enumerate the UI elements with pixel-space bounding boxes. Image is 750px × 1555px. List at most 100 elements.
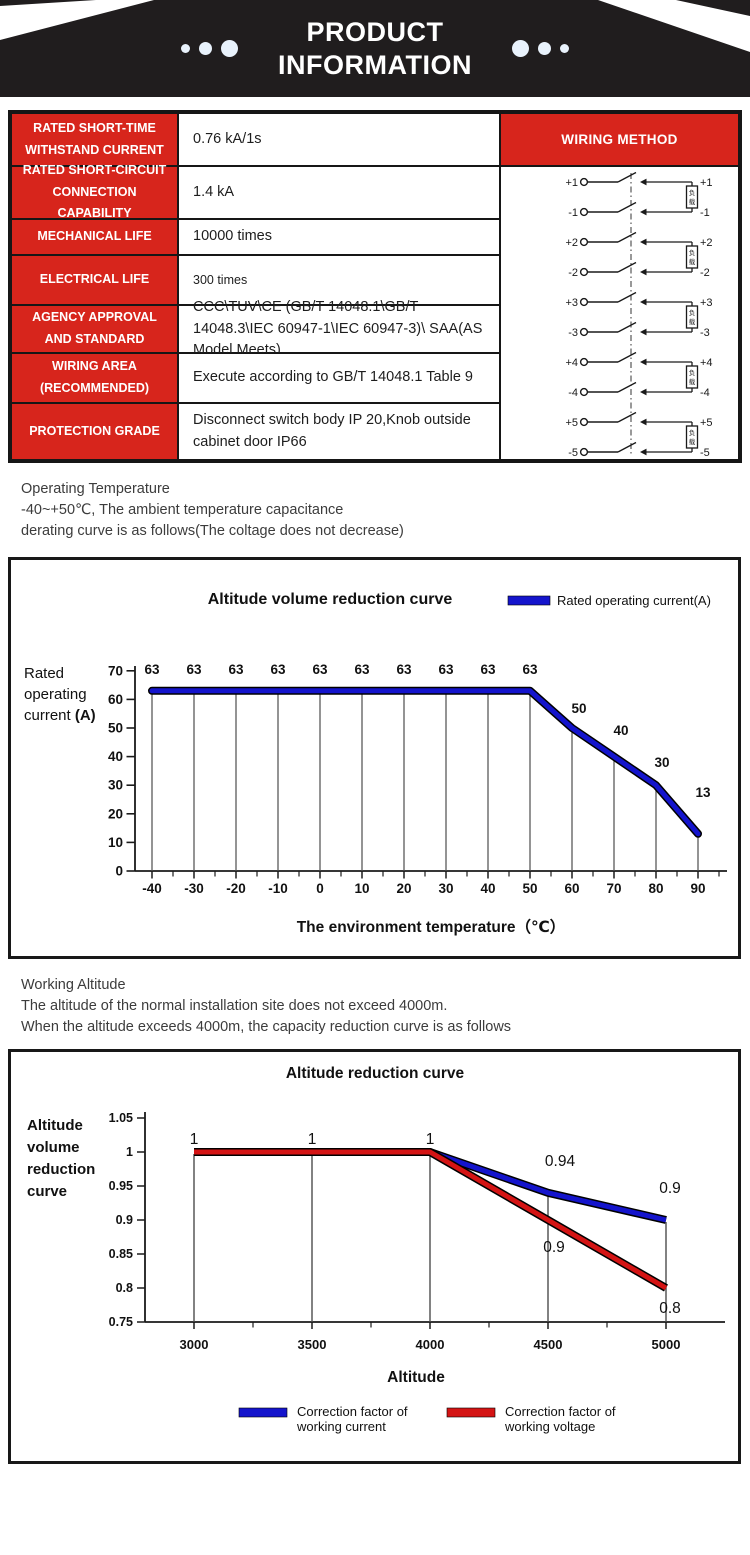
page-title-line1: PRODUCT [306, 16, 444, 47]
spec-label-line: WITHSTAND CURRENT [25, 142, 164, 157]
switch-blade-icon [617, 321, 637, 333]
working-voltage-line [194, 1149, 668, 1291]
spec-label: AGENCY APPROVAL AND STANDARD [11, 305, 178, 353]
terminal-label-left: -1 [568, 207, 578, 219]
working-altitude-note: Working Altitude The altitude of the norm… [21, 975, 742, 1038]
point-label: 63 [312, 662, 328, 677]
x-tick-label: 4500 [534, 1337, 563, 1352]
switch-blade-icon [617, 231, 637, 243]
operating-temperature-note: Operating Temperature -40~+50℃, The ambi… [21, 479, 742, 542]
terminal-icon [579, 417, 589, 427]
dot-icon [559, 44, 569, 53]
point-label: 13 [695, 785, 711, 800]
wiring-pole-pair: +5 +5 -5 -5 负载 [565, 411, 713, 459]
y-axis-label: Altitude [27, 1117, 83, 1134]
point-label: 0.9 [659, 1180, 681, 1197]
x-tick-label: 50 [522, 881, 537, 896]
wiring-pole-pair: +4 +4 -4 -4 负载 [565, 351, 713, 399]
terminal-icon [579, 237, 589, 247]
wiring-pole-pair: +3 +3 -3 -3 负载 [565, 291, 713, 339]
point-label: 1 [308, 1131, 317, 1148]
load-label: 载 [689, 197, 696, 206]
contact-arrow-icon [640, 238, 647, 246]
terminal-icon [579, 357, 589, 367]
x-tick-label: 3500 [298, 1337, 327, 1352]
y-tick-label: 0.85 [109, 1247, 133, 1261]
terminal-icon [579, 207, 589, 217]
legend-label: Rated operating current(A) [557, 593, 711, 608]
legend-swatch [446, 1407, 496, 1418]
point-label: 63 [522, 662, 538, 677]
dot-icon [537, 42, 551, 55]
x-tick-label: 90 [690, 881, 705, 896]
chart-title: Altitude volume reduction curve [208, 591, 453, 608]
point-label: 63 [228, 662, 244, 677]
spec-value: 10000 times [178, 219, 500, 255]
y-tick-label: 1.05 [109, 1111, 133, 1125]
altitude-reduction-chart-box: Altitude reduction curve Altitude volume re… [8, 1049, 741, 1464]
y-tick-label: 70 [108, 663, 123, 678]
point-label: 30 [654, 755, 669, 770]
spec-value: Execute according to GB/T 14048.1 Table … [178, 353, 500, 403]
x-tick-label: 70 [606, 881, 621, 896]
point-label: 0.94 [545, 1153, 576, 1170]
y-axis-label: current (A) [24, 707, 96, 724]
x-tick-label: -20 [226, 881, 246, 896]
legend-swatch [507, 595, 551, 606]
y-tick-label: 30 [108, 778, 123, 793]
terminal-label-right: +4 [700, 357, 713, 369]
contact-arrow-icon [640, 418, 647, 426]
terminal-icon [579, 327, 589, 337]
point-label: 1 [190, 1131, 199, 1148]
x-tick-label: 80 [648, 881, 663, 896]
spec-table: RATED SHORT-TIME WITHSTAND CURRENT 0.76 kA… [8, 110, 742, 463]
y-axis-label: operating [24, 686, 87, 703]
decorative-dots-right [511, 40, 569, 57]
wiring-pole-pair: +1 +1 -1 -1 负载 [565, 171, 713, 219]
point-label: 0.9 [543, 1239, 565, 1256]
terminal-label-right: -2 [700, 267, 710, 279]
temperature-derating-chart-box: Altitude volume reduction curve Rated ope… [8, 557, 741, 959]
contact-arrow-icon [640, 328, 647, 336]
terminal-icon [579, 297, 589, 307]
spec-label: PROTECTION GRADE [11, 403, 178, 460]
x-tick-label: 10 [354, 881, 369, 896]
note-line: -40~+50℃, The ambient temperature capaci… [21, 502, 344, 518]
spec-label-line: MECHANICAL LIFE [37, 229, 152, 244]
load-label: 负 [689, 188, 696, 197]
y-tick-label: 0.9 [116, 1213, 133, 1227]
y-tick-label: 0.95 [109, 1179, 133, 1193]
load-label: 负 [689, 428, 696, 437]
dot-icon [199, 42, 212, 55]
load-box-icon [685, 305, 699, 329]
dot-icon [221, 40, 238, 57]
switch-blade-icon [617, 351, 637, 363]
terminal-icon [579, 447, 589, 457]
contact-arrow-icon [640, 268, 647, 276]
y-tick-label: 0 [115, 864, 123, 879]
spec-value: Disconnect switch body IP 20,Knob outsid… [178, 403, 500, 460]
spec-label: RATED SHORT-TIME WITHSTAND CURRENT [11, 113, 178, 166]
terminal-icon [579, 387, 589, 397]
spec-label: RATED SHORT-CIRCUIT CONNECTION CAPABILITY [11, 163, 178, 220]
spec-value: 300 times [178, 255, 500, 305]
rated-current-line [149, 688, 701, 837]
load-label: 负 [689, 248, 696, 257]
terminal-icon [579, 267, 589, 277]
spec-label-line: RATED SHORT-TIME [33, 120, 156, 135]
terminal-label-right: -5 [700, 447, 710, 459]
note-line: When the altitude exceeds 4000m, the cap… [21, 1019, 512, 1035]
altitude-volume-reduction-chart: Altitude volume reduction curve Rated ope… [24, 591, 727, 936]
terminal-icon [579, 177, 589, 187]
point-label: 40 [613, 723, 628, 738]
spec-value: 0.76 kA/1s [178, 113, 500, 166]
note-line: Operating Temperature [21, 481, 170, 497]
terminal-label-right: -4 [700, 387, 710, 399]
contact-arrow-icon [640, 208, 647, 216]
spec-label-line: AND STANDARD [44, 332, 145, 346]
contact-arrow-icon [640, 358, 647, 366]
dot-icon [181, 44, 190, 53]
x-tick-label: -40 [142, 881, 162, 896]
legend-label: working current [296, 1419, 386, 1434]
wiring-method-header: WIRING METHOD [500, 113, 739, 166]
